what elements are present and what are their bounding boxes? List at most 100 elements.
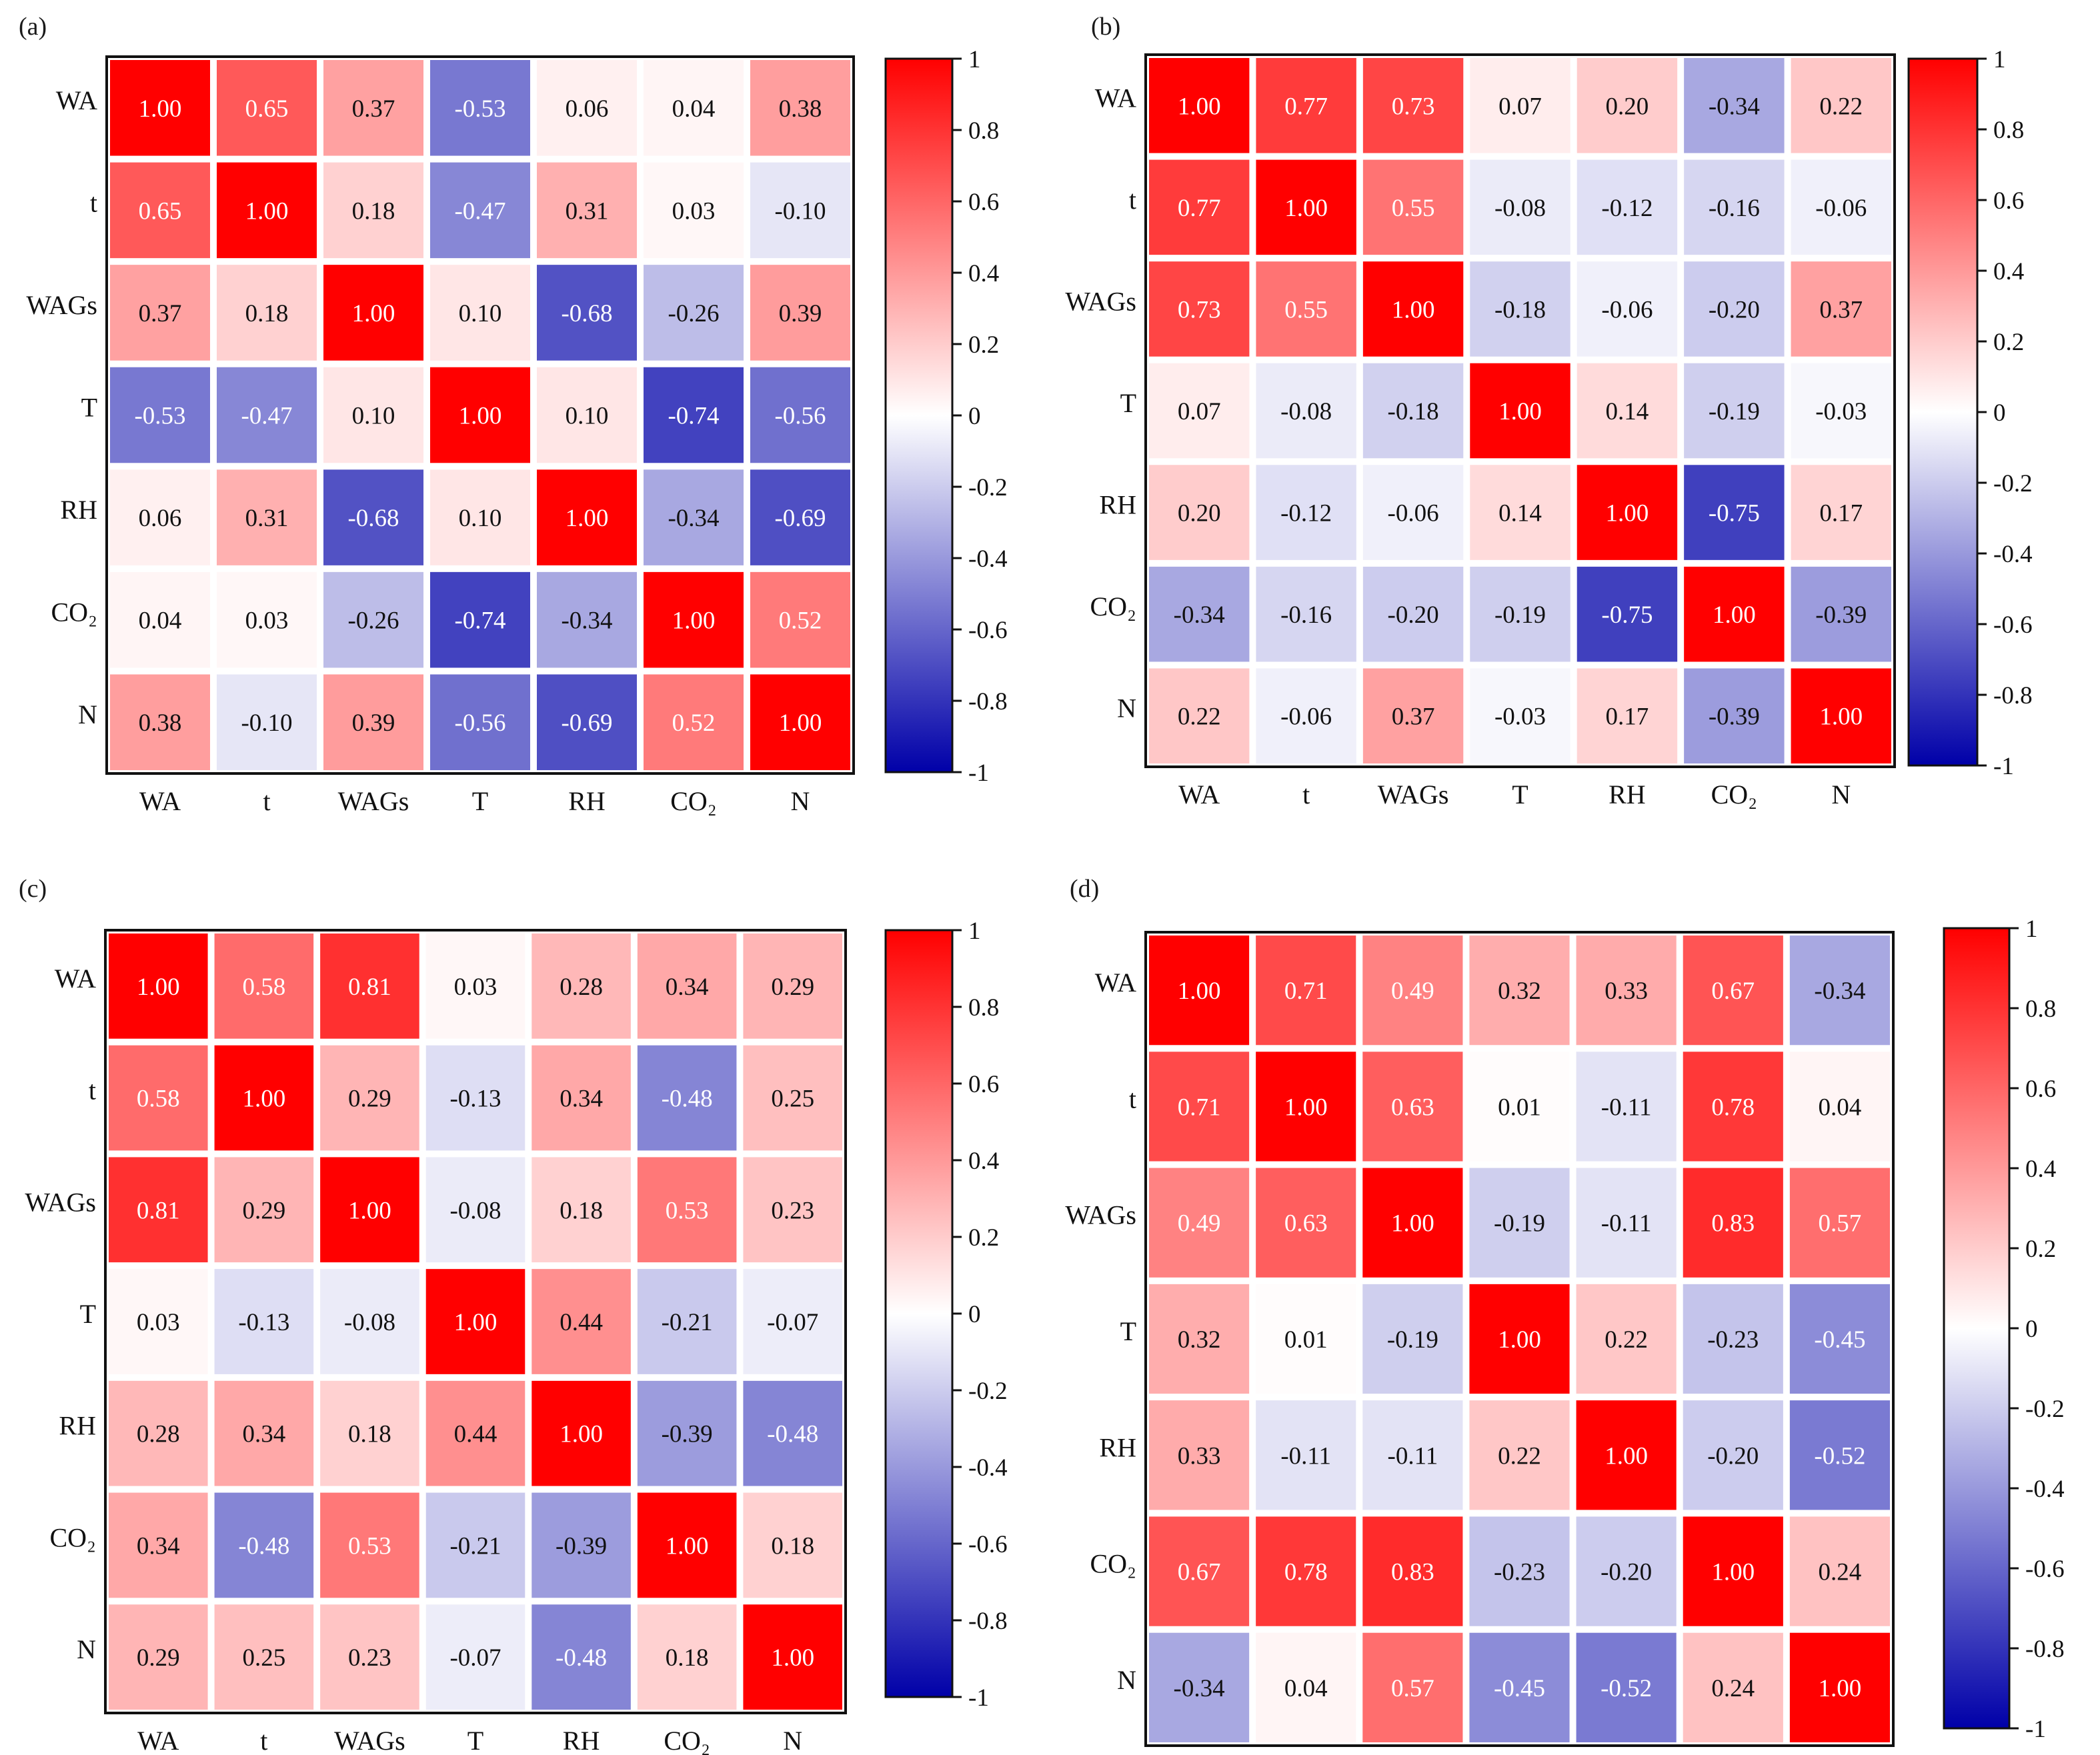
cell-value-label: 0.24 bbox=[1711, 1675, 1755, 1702]
y-tick-label-wags: WAGs bbox=[1065, 286, 1136, 316]
cell-value-label: 0.04 bbox=[1284, 1675, 1328, 1702]
cell-value-label: 0.53 bbox=[348, 1532, 391, 1560]
cell-value-label: 0.18 bbox=[666, 1644, 709, 1672]
cell-value-label: 1.00 bbox=[1498, 398, 1542, 425]
cell-value-label: 0.81 bbox=[137, 1197, 180, 1224]
y-tick-label-n: N bbox=[1117, 1665, 1136, 1695]
x-tick-label-rh: RH bbox=[568, 786, 606, 816]
heatmap-cell-t-wa bbox=[1149, 1052, 1250, 1162]
cell-value-label: 0.29 bbox=[771, 974, 814, 1001]
heatmap-cell-t-wa bbox=[1149, 363, 1250, 459]
cell-value-label: 0.67 bbox=[1711, 978, 1755, 1005]
heatmap-cell-wa-co2 bbox=[637, 934, 737, 1039]
heatmap-cell-t-co2 bbox=[637, 1269, 737, 1374]
heatmap-cell-t-rh bbox=[532, 1045, 631, 1151]
heatmap-cell-wa-t bbox=[1256, 936, 1356, 1046]
heatmap-cell-wa-rh bbox=[1576, 936, 1677, 1046]
heatmap-cell-wa-wags bbox=[1362, 58, 1464, 153]
heatmap-cell-n-wa bbox=[1149, 1632, 1250, 1742]
cell-value-label: -0.07 bbox=[449, 1644, 501, 1672]
cell-value-label: 1.00 bbox=[245, 197, 289, 225]
cell-value-label: 1.00 bbox=[1819, 1675, 1862, 1702]
cell-value-label: 0.22 bbox=[1819, 93, 1863, 120]
heatmap-cell-n-co2 bbox=[1684, 668, 1785, 763]
heatmap-cell-wags-wa bbox=[1149, 261, 1250, 357]
heatmap-cell-wags-rh bbox=[1576, 1168, 1677, 1278]
heatmap-cell-t-n bbox=[743, 1045, 842, 1151]
heatmap-cell-t-n bbox=[743, 1269, 842, 1374]
heatmap-cell-n-co2 bbox=[1683, 1632, 1783, 1742]
heatmap-cell-t-wa bbox=[109, 1269, 208, 1374]
cell-value-label: 0.39 bbox=[352, 709, 395, 737]
heatmap-cell-wags-wags bbox=[1362, 1168, 1463, 1278]
cell-value-label: 0.18 bbox=[245, 300, 289, 327]
cell-value-label: -0.19 bbox=[1494, 1210, 1545, 1238]
heatmap-cell-t-wa bbox=[1149, 159, 1250, 255]
heatmap-cell-n-n bbox=[750, 674, 850, 770]
heatmap-cell-t-n bbox=[1791, 159, 1891, 255]
cell-value-label: -0.68 bbox=[561, 300, 612, 327]
cell-value-label: 1.00 bbox=[1819, 703, 1863, 731]
x-tick-label-n: N bbox=[1831, 779, 1851, 809]
colorbar-tick-label: 0.4 bbox=[968, 1148, 999, 1175]
heatmap-cell-wa-n bbox=[750, 60, 850, 156]
cell-value-label: 0.37 bbox=[1819, 296, 1863, 323]
cell-value-label: 0.33 bbox=[1178, 1442, 1221, 1470]
cell-value-label: 0.65 bbox=[245, 95, 289, 123]
heatmap-cell-n-rh bbox=[1577, 668, 1678, 763]
heatmap-cell-n-rh bbox=[537, 674, 637, 770]
heatmap-cell-n-t bbox=[214, 1604, 314, 1710]
y-tick-label-t: t bbox=[1129, 185, 1136, 215]
cell-value-label: 0.07 bbox=[1498, 93, 1542, 120]
colorbar-tick-label: 0.2 bbox=[968, 1224, 999, 1252]
x-tick-label-t: T bbox=[467, 1726, 483, 1755]
cell-value-label: 0.63 bbox=[1284, 1210, 1328, 1238]
cell-value-label: 0.03 bbox=[454, 974, 497, 1001]
x-tick-label-n: N bbox=[783, 1726, 802, 1755]
heatmap-cell-wa-wa bbox=[1149, 58, 1250, 153]
colorbar-tick-label: 0.2 bbox=[968, 331, 999, 359]
heatmap-cell-t-co2 bbox=[1684, 159, 1785, 255]
heatmap-cell-t-co2 bbox=[637, 1045, 737, 1151]
heatmap-cell-wa-n bbox=[1789, 936, 1890, 1046]
cell-value-label: 1.00 bbox=[1498, 1326, 1541, 1354]
cell-value-label: 0.83 bbox=[1391, 1559, 1434, 1586]
heatmap-cell-co2-wa bbox=[1149, 566, 1250, 662]
heatmap-cell-t-wags bbox=[1362, 159, 1464, 255]
panel-label: (c) bbox=[19, 875, 47, 903]
heatmap-cell-t-t bbox=[425, 1045, 526, 1151]
colorbar-tick-label: 0.2 bbox=[1993, 329, 2024, 356]
cell-value-label: -0.20 bbox=[1709, 296, 1760, 323]
cell-value-label: 0.04 bbox=[672, 95, 716, 123]
cell-value-label: -0.20 bbox=[1707, 1442, 1759, 1470]
cell-value-label: -0.26 bbox=[668, 300, 719, 327]
cell-value-label: 1.00 bbox=[454, 1309, 497, 1336]
colorbar-tick-label: -0.8 bbox=[968, 688, 1008, 715]
cell-value-label: 0.25 bbox=[242, 1644, 285, 1672]
colorbar-tick-label: 0 bbox=[968, 403, 981, 430]
heatmap-cell-wa-wa bbox=[1149, 936, 1250, 1046]
cell-value-label: -0.21 bbox=[662, 1309, 713, 1336]
colorbar-tick-label: 1 bbox=[968, 918, 981, 945]
heatmap-cell-t-co2 bbox=[1683, 1052, 1783, 1162]
heatmap-cell-wags-t bbox=[1470, 261, 1570, 357]
heatmap-cell-wa-co2 bbox=[644, 60, 744, 156]
colorbar-tick-label: -0.2 bbox=[2025, 1396, 2065, 1423]
heatmap-cell-rh-t bbox=[1256, 465, 1356, 560]
heatmap-cell-rh-rh bbox=[1577, 465, 1678, 560]
heatmap-cell-t-rh bbox=[1577, 159, 1678, 255]
y-tick-label-co2: CO₂ bbox=[1090, 591, 1136, 621]
heatmap-cell-t-rh bbox=[537, 162, 637, 259]
heatmap-cell-rh-wa bbox=[1149, 465, 1250, 560]
cell-value-label: -0.34 bbox=[1709, 93, 1760, 120]
heatmap-cell-wa-t bbox=[425, 934, 526, 1039]
heatmap-cell-rh-n bbox=[1789, 1400, 1890, 1510]
colorbar-tick-label: 0.8 bbox=[968, 117, 999, 145]
heatmap-frame bbox=[1144, 53, 1896, 768]
heatmap-cell-wags-t bbox=[425, 1157, 526, 1263]
cell-value-label: -0.20 bbox=[1388, 601, 1439, 629]
heatmap-cell-n-t bbox=[1256, 1632, 1356, 1742]
heatmap-cell-t-t bbox=[214, 1045, 314, 1151]
heatmap-cell-wags-co2 bbox=[1683, 1168, 1783, 1278]
heatmap-cell-co2-wa bbox=[110, 571, 210, 668]
